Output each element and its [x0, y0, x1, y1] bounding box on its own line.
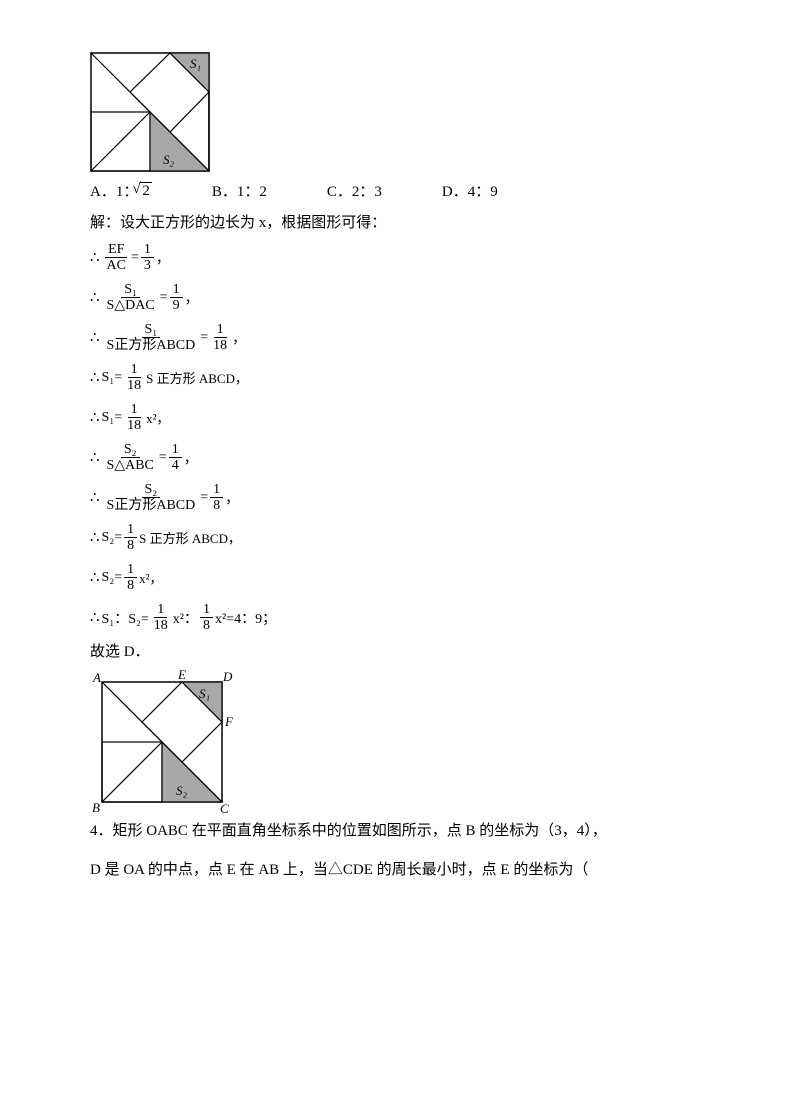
- label-f: F: [224, 714, 234, 729]
- s2-label: S₂: [163, 152, 175, 167]
- label-c: C: [220, 801, 229, 815]
- solution-step: ∴S₂S△ABC=14，: [90, 438, 710, 478]
- s1-label: S₁: [190, 56, 201, 71]
- option-d: D．4：9: [442, 180, 498, 201]
- option-c: C．2：3: [327, 180, 382, 201]
- option-b: B．1：2: [212, 180, 267, 201]
- solution-conclusion: 故选 D．: [90, 638, 710, 667]
- solution-step: ∴S₂=18x²，: [90, 558, 710, 598]
- label-a: A: [92, 670, 101, 685]
- q4-number: 4．: [90, 817, 113, 846]
- option-a-prefix: A．1：: [90, 180, 138, 201]
- sqrt-icon: √ 2: [140, 182, 152, 200]
- solution-intro: 解：设大正方形的边长为 x，根据图形可得：: [90, 209, 710, 238]
- label-b: B: [92, 800, 100, 815]
- question-4-line1: 4． 矩形 OABC 在平面直角坐标系中的位置如图所示，点 B 的坐标为（3，4…: [90, 817, 710, 846]
- solution-step: ∴S₁：S₂=118x²：18x²=4：9；: [90, 598, 710, 638]
- label-s1-2: S₁: [199, 686, 210, 701]
- solution-step: ∴S₁=118x²，: [90, 398, 710, 438]
- label-d: D: [222, 670, 233, 684]
- sqrt-value: 2: [142, 183, 150, 199]
- label-e: E: [177, 670, 186, 682]
- tangram-diagram-2: A E D F B C S₁ S₂: [90, 670, 235, 815]
- option-a: A．1： √ 2: [90, 180, 152, 201]
- solution-steps: ∴EFAC=13，∴S₁S△DAC=19，∴S₁S正方形ABCD=118，∴S₁…: [90, 238, 710, 638]
- solution-step: ∴S₂S正方形ABCD=18，: [90, 478, 710, 518]
- q4-text1: 矩形 OABC 在平面直角坐标系中的位置如图所示，点 B 的坐标为（3，4），: [113, 817, 607, 846]
- question-4-line2: D 是 OA 的中点，点 E 在 AB 上，当△CDE 的周长最小时，点 E 的…: [90, 856, 710, 885]
- answer-options: A．1： √ 2 B．1：2 C．2：3 D．4：9: [90, 180, 710, 201]
- solution-step: ∴S₁S正方形ABCD=118，: [90, 318, 710, 358]
- tangram-diagram-1: S₁ S₂: [90, 52, 210, 172]
- label-s2-2: S₂: [176, 783, 188, 798]
- solution-step: ∴S₁=118S 正方形 ABCD，: [90, 358, 710, 398]
- solution-step: ∴S₁S△DAC=19，: [90, 278, 710, 318]
- solution-step: ∴S₂=18S 正方形 ABCD，: [90, 518, 710, 558]
- solution-step: ∴EFAC=13，: [90, 238, 710, 278]
